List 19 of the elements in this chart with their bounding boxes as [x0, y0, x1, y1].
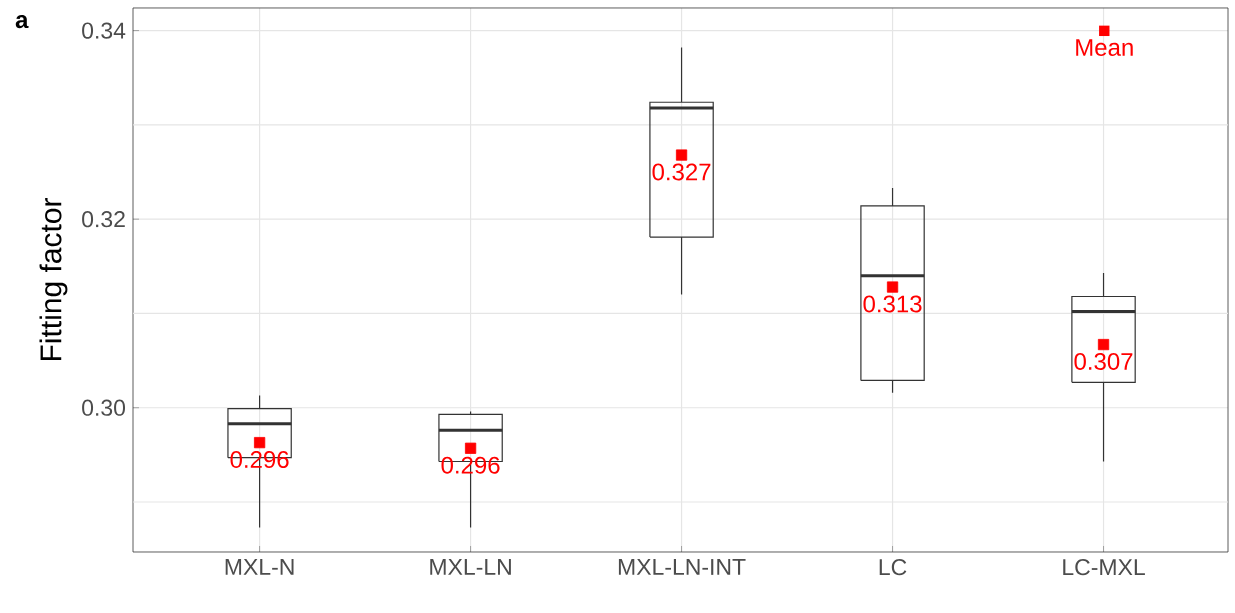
- point: [886, 281, 899, 293]
- y-axis-title: Fitting factor: [39, 198, 68, 361]
- chart-title: a: [15, 15, 29, 29]
- data-label: 0.307: [1074, 352, 1133, 370]
- x-tick-label: MXL-LN: [430, 559, 511, 575]
- legend-label: Mean: [1076, 39, 1133, 56]
- point: [464, 442, 477, 454]
- x-tick-label: MXL-N: [225, 559, 294, 575]
- point: [1097, 338, 1110, 351]
- y-tick-label: 0.30: [82, 399, 126, 416]
- x-tick-label: MXL-LN-INT: [618, 559, 746, 575]
- y-tick-label: 0.32: [82, 211, 125, 228]
- data-label: 0.313: [863, 295, 922, 313]
- data-label: 0.327: [652, 163, 711, 181]
- point: [675, 149, 688, 161]
- point: [254, 437, 266, 449]
- x-tick-label: LC-MXL: [1063, 559, 1145, 576]
- y-tick-label: 0.34: [82, 22, 126, 39]
- x-tick-label: LC: [879, 559, 907, 576]
